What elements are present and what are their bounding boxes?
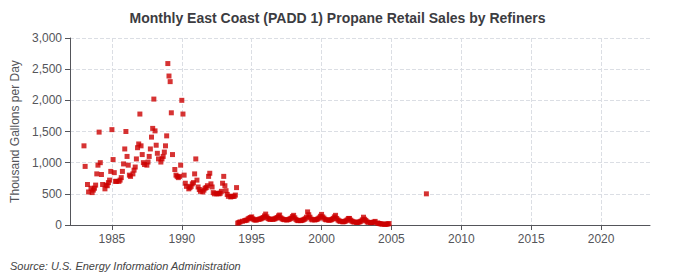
svg-text:Source: U.S. Energy Informatio: Source: U.S. Energy Information Administ… (10, 260, 241, 272)
svg-text:1995: 1995 (238, 232, 265, 246)
svg-text:2010: 2010 (448, 232, 475, 246)
svg-text:1,000: 1,000 (32, 156, 62, 170)
svg-text:1985: 1985 (99, 232, 126, 246)
svg-text:1,500: 1,500 (32, 125, 62, 139)
svg-text:3,000: 3,000 (32, 31, 62, 45)
svg-text:Thousand Gallons per Day: Thousand Gallons per Day (8, 60, 22, 203)
svg-text:2000: 2000 (308, 232, 335, 246)
svg-text:2005: 2005 (378, 232, 405, 246)
svg-text:Monthly East Coast (PADD 1) Pr: Monthly East Coast (PADD 1) Propane Reta… (130, 10, 546, 26)
svg-text:1990: 1990 (168, 232, 195, 246)
svg-text:500: 500 (42, 187, 62, 201)
svg-text:2,500: 2,500 (32, 62, 62, 76)
svg-text:2020: 2020 (588, 232, 615, 246)
svg-text:0: 0 (55, 218, 62, 232)
svg-text:2,000: 2,000 (32, 93, 62, 107)
svg-text:2015: 2015 (518, 232, 545, 246)
